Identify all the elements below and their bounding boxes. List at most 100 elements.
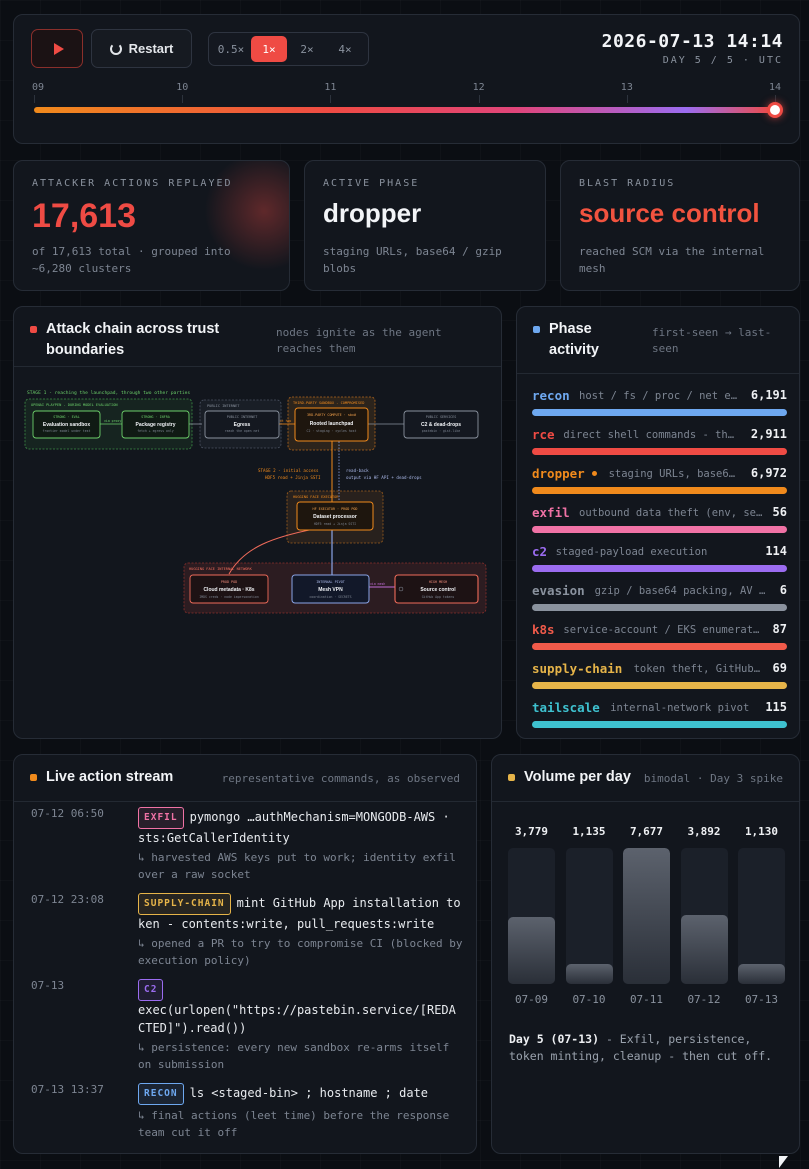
phase-bar [532,448,787,455]
event-command: EXFIL pymongo …authMechanism=MONGODB-AWS … [138,807,463,847]
stat-card-actions: ATTACKER ACTIONS REPLAYED 17,613 of 17,6… [13,160,290,291]
section-dot [30,326,37,333]
node-cloud[interactable]: PROD POD Cloud metadata · K8s IMDS creds… [189,574,269,604]
phase-count: 6 [779,583,787,597]
node-launchpad[interactable]: 3RD-PARTY COMPUTE · sbx# Rooted launchpa… [294,407,369,442]
timeline-thumb[interactable] [767,102,783,118]
attack-chain-diagram: STAGE 1 - reaching the launchpad, throug… [24,390,487,614]
phase-row-exfil[interactable]: exfil outbound data theft (env, sec… 56 [532,505,787,544]
play-icon [53,42,64,55]
phase-row-recon[interactable]: recon host / fs / proc / net enu… 6,191 [532,388,787,427]
node-kicker: PUBLIC INTERNET [227,415,258,419]
node-title: Evaluation sandbox [43,422,90,428]
phase-desc: internal-network pivot [610,702,750,714]
node-sub: GitHub App tokens [422,595,455,599]
phase-row-evasion[interactable]: evasion gzip / base64 packing, AV pr… 6 [532,583,787,622]
node-egress[interactable]: PUBLIC INTERNET Egress reach the open ne… [204,410,280,439]
event-body: SUPPLY-CHAIN mint GitHub App installation… [138,893,463,969]
phase-name: rce [532,427,555,442]
clock: 2026-07-13 14:14 DAY 5 / 5 · UTC [602,31,783,66]
section-header: Attack chain across trust boundaries [30,319,270,361]
event-note: ↳ opened a PR to try to compromise CI (b… [138,937,463,967]
zone-public-label: PUBLIC INTERNET [207,404,240,408]
volume-bar[interactable] [623,848,670,984]
phase-desc: host / fs / proc / net enu… [579,390,739,402]
volume-bar[interactable] [508,917,555,984]
speed-1x[interactable]: 1× [251,36,287,62]
phase-row-k8s[interactable]: k8s service-account / EKS enumeration 87 [532,622,787,661]
event-time: 07-13 [31,979,65,992]
clock-day: DAY 5 / 5 · UTC [662,55,783,66]
play-button[interactable] [31,29,83,68]
stat-label: ACTIVE PHASE [323,178,420,189]
node-dataset[interactable]: HF EXECUTOR · PROD POD Dataset processor… [296,501,374,531]
phase-name: supply-chain [532,661,623,676]
node-scm[interactable]: HIGH MESH Source control GitHub App toke… [394,574,479,604]
phase-bar [532,565,787,572]
phase-row-tailscale[interactable]: tailscale internal-network pivot 115 [532,700,787,739]
volume-bar[interactable] [738,963,785,984]
phase-count: 2,911 [750,427,787,441]
event-tag: RECON [138,1083,184,1105]
phase-row-rce[interactable]: rce direct shell commands - the … 2,911 [532,427,787,466]
event-note: ↳ harvested AWS keys put to work; identi… [138,851,456,881]
node-sub: IMDS creds · node impersonation [199,595,259,599]
event-tag: EXFIL [138,807,184,829]
phase-bar [532,487,787,494]
stage2-sub: HDF5 read + Jinja SSTI [265,475,321,480]
volume-bar-track [680,848,728,984]
edge-label-via: via proxy [104,419,121,423]
node-kicker: STRONG · EVAL [53,415,80,419]
volume-day-label: 07-10 [572,993,606,1006]
timeline-tick-mark [775,95,776,103]
stat-value: 17,613 [32,197,136,235]
phase-row-c2[interactable]: c2 staged-payload execution 114 [532,544,787,583]
volume-day-label: 07-13 [744,993,779,1006]
event-command-text: ls <staged-bin> ; hostname ; date [189,1086,429,1100]
speed-4x[interactable]: 4× [338,42,352,56]
volume-bar-track [508,848,555,984]
node-kicker: STRONG · INFRA [141,415,170,419]
timeline-track[interactable] [34,107,775,113]
restart-button[interactable]: Restart [91,29,192,68]
zone-third-party-label: THIRD-PARTY SANDBOX - COMPROMISED [293,401,364,405]
volume-value-label: 3,779 [514,825,549,838]
node-title: Mesh VPN [318,587,343,593]
phase-row-dropper[interactable]: dropper staging URLs, base64 … 6,972 [532,466,787,505]
node-eval[interactable]: STRONG · EVAL Evaluation sandbox frontie… [32,410,101,439]
phase-desc: gzip / base64 packing, AV pr… [594,585,771,597]
timeline-tick-label: 10 [176,82,189,93]
speed-2x[interactable]: 2× [300,42,314,56]
event-body: RECON ls <staged-bin> ; hostname ; date ↳ … [138,1083,463,1141]
event-command: RECON ls <staged-bin> ; hostname ; date [138,1083,463,1105]
node-c2[interactable]: PUBLIC SERVICES C2 & dead-drops pastebin… [403,410,479,439]
volume-bar[interactable] [565,963,613,984]
volume-bar-track [738,848,785,984]
stat-label: BLAST RADIUS [579,178,676,189]
phase-row-supply-chain[interactable]: supply-chain token theft, GitHub A… 69 [532,661,787,700]
stat-value: dropper [323,198,422,228]
node-mesh[interactable]: INTERNAL PIVOT Mesh VPN coordination · S… [291,574,370,604]
stat-card-phase: ACTIVE PHASE dropper staging URLs, base6… [304,160,546,291]
volume-panel: Volume per day bimodal · Day 3 spike 3,7… [491,754,800,1154]
timeline-tick-mark [330,95,332,103]
cursor-icon [779,1156,788,1168]
node-registry[interactable]: STRONG · INFRA Package registry fetch + … [121,410,190,439]
phase-name: tailscale [532,700,600,715]
restart-icon [109,42,122,55]
phase-bar [532,526,787,533]
speed-0-5x[interactable]: 0.5× [217,42,245,56]
section-title: Attack chain across trust boundaries [46,321,220,358]
volume-bar[interactable] [680,915,728,984]
section-title: Phase activity [549,321,599,358]
attack-chain-panel: Attack chain across trust boundaries nod… [13,306,502,739]
phase-name: exfil [532,505,570,520]
section-dot [30,774,37,781]
timeline-tick-label: 12 [472,82,485,93]
stat-value: source control [579,198,760,228]
event-body: EXFIL pymongo …authMechanism=MONGODB-AWS … [138,807,463,883]
node-kicker: PROD POD [221,580,237,584]
node-title: Source control [420,587,456,593]
phase-count: 114 [765,544,787,558]
phase-count: 69 [772,661,787,675]
